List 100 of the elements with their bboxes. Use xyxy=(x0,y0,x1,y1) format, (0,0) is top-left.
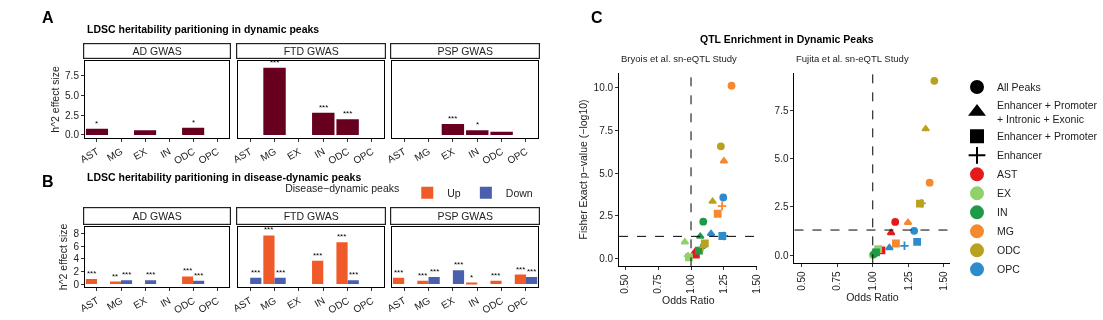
x-tick-label: 1.25 xyxy=(718,273,730,294)
x-tick-label: OPC xyxy=(196,294,221,316)
x-tick-label: EX xyxy=(131,294,149,311)
x-tick-label: OPC xyxy=(351,294,376,316)
y-tick-label: 0 xyxy=(73,278,80,290)
y-tick-label: 7.5 xyxy=(65,70,80,82)
data-label: *** xyxy=(418,271,428,280)
legend-label: IN xyxy=(997,206,1008,219)
chart-subtitle: FTD GWAS xyxy=(283,210,339,223)
x-tick-label: 1.00 xyxy=(685,273,697,294)
y-tick-label: 2 xyxy=(73,265,80,277)
x-tick-label: AST xyxy=(231,294,254,314)
y-axis-title: h^2 effect size xyxy=(57,223,70,291)
x-tick-label: IN xyxy=(466,145,481,161)
data-label: *** xyxy=(87,269,97,278)
x-tick-label: 1.00 xyxy=(866,270,878,291)
y-tick-label: 2.5 xyxy=(65,109,80,121)
x-tick-label: ODC xyxy=(171,145,197,167)
y-tick-label: 5.0 xyxy=(65,89,80,101)
x-tick-label: IN xyxy=(466,294,481,310)
x-tick-label: EX xyxy=(131,145,149,162)
x-tick-label: MG xyxy=(258,294,279,313)
x-tick-label: ODC xyxy=(480,145,506,167)
chart-subtitle: PSP GWAS xyxy=(437,45,493,58)
y-tick-label: 7.5 xyxy=(774,105,789,117)
y-axis-title: h^2 effect size xyxy=(48,65,61,133)
data-label: *** xyxy=(264,225,274,234)
x-tick-label: MG xyxy=(105,145,125,164)
x-tick-label: IN xyxy=(158,145,173,161)
x-tick-label: MG xyxy=(412,294,433,313)
y-tick-label: 8 xyxy=(73,228,80,240)
legend-label: EX xyxy=(997,187,1012,200)
legend-label: MG xyxy=(997,225,1014,238)
chart-subtitle: PSP GWAS xyxy=(437,210,493,223)
x-tick-label: 1.25 xyxy=(902,270,914,291)
text: A xyxy=(42,9,54,26)
y-tick-label: 0.0 xyxy=(65,129,80,141)
data-label: *** xyxy=(270,58,280,67)
x-tick-label: EX xyxy=(285,145,303,162)
y-tick-label: 5.0 xyxy=(599,167,614,179)
legend-label: ODC xyxy=(997,244,1021,257)
legend-label: Enhancer + Promoter + Intronic + Exonic xyxy=(997,98,1098,125)
x-tick-label: EX xyxy=(285,294,303,311)
x-tick-label: MG xyxy=(412,145,433,164)
legend-label: Down xyxy=(505,186,533,199)
chart-subtitle: AD GWAS xyxy=(132,210,182,223)
data-label: *** xyxy=(251,268,261,277)
x-tick-label: OPC xyxy=(351,145,376,167)
x-tick-label: IN xyxy=(312,294,327,310)
x-tick-label: IN xyxy=(312,145,327,161)
x-tick-label: OPC xyxy=(505,294,530,316)
y-tick-label: 2.5 xyxy=(774,201,789,213)
data-label: *** xyxy=(276,268,286,277)
legend-label: Up xyxy=(447,186,461,199)
data-label: *** xyxy=(430,267,440,276)
x-tick-label: MG xyxy=(258,145,279,164)
x-tick-label: AST xyxy=(231,145,254,165)
legend-label: AST xyxy=(997,168,1019,181)
x-axis-title: Odds Ratio xyxy=(846,290,899,303)
y-tick-label: 7.5 xyxy=(599,124,614,136)
data-label: *** xyxy=(319,103,329,112)
y-tick-label: 5.0 xyxy=(774,153,789,165)
data-label: * xyxy=(95,119,99,128)
text: B xyxy=(42,173,54,190)
x-tick-label: AST xyxy=(78,145,101,165)
x-tick-label: 0.75 xyxy=(831,270,843,291)
chart-subtitle: Bryois et al. sn-eQTL Study xyxy=(621,53,738,64)
y-tick-label: 4 xyxy=(73,253,80,265)
x-tick-label: MG xyxy=(105,294,125,313)
text: QTL Enrichment in Dynamic Peaks xyxy=(700,33,874,45)
chart-title: LDSC heritability paritioning in disease-dynamic peaks xyxy=(87,171,362,183)
chart-subtitle: AD GWAS xyxy=(132,45,182,58)
x-tick-label: 0.75 xyxy=(652,273,664,294)
x-tick-label: 0.50 xyxy=(619,273,631,294)
chart-subtitle: FTD GWAS xyxy=(283,45,339,58)
text: C xyxy=(591,9,603,26)
x-tick-label: EX xyxy=(439,145,457,162)
data-label: *** xyxy=(516,265,526,274)
data-label: *** xyxy=(337,232,347,241)
data-label: *** xyxy=(448,114,458,123)
y-tick-label: 10.0 xyxy=(593,81,614,93)
x-tick-label: AST xyxy=(385,145,408,165)
y-tick-label: 2.5 xyxy=(599,210,614,222)
y-axis-title: Fisher Exact p−value (−log10) xyxy=(577,99,590,240)
data-label: *** xyxy=(491,271,501,280)
x-tick-label: ODC xyxy=(326,145,352,167)
data-label: *** xyxy=(394,268,404,277)
legend-label: Enhancer + Promoter xyxy=(997,130,1098,143)
x-tick-label: AST xyxy=(78,294,101,314)
chart-subtitle: Fujita et al. sn-eQTL Study xyxy=(796,53,909,64)
y-tick-label: 0.0 xyxy=(599,253,614,265)
data-label: *** xyxy=(527,267,537,276)
x-tick-label: AST xyxy=(385,294,408,314)
legend-label: Enhancer xyxy=(997,149,1043,162)
data-label: *** xyxy=(183,266,193,275)
x-tick-label: EX xyxy=(439,294,457,311)
x-tick-label: 0.50 xyxy=(795,270,807,291)
x-tick-label: IN xyxy=(158,294,173,310)
data-label: *** xyxy=(122,270,132,279)
data-label: *** xyxy=(349,270,359,279)
